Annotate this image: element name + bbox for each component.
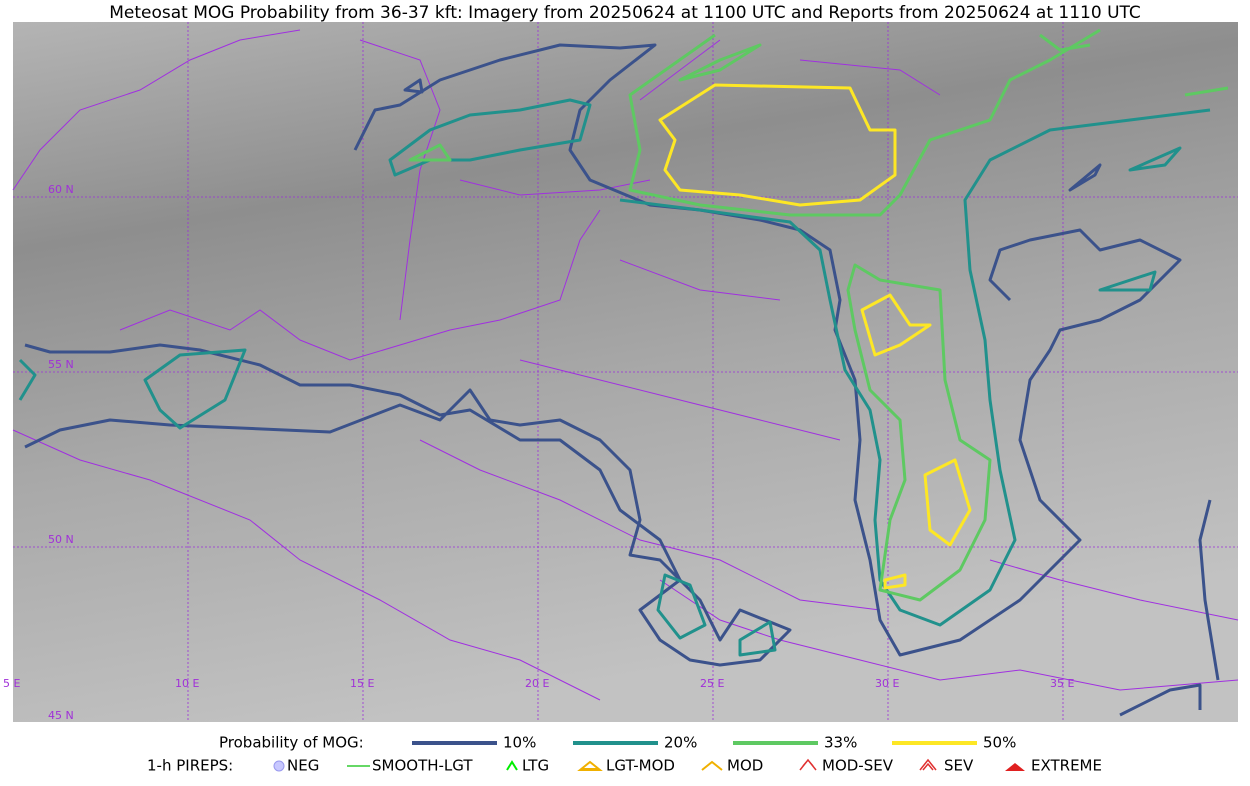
- lat-label: 45 N: [48, 709, 74, 722]
- legend-label: 33%: [824, 734, 857, 752]
- map: 60 N 55 N 50 N 45 N 5 E 10 E 15 E 20 E 25 E 30 E…: [3, 22, 1239, 722]
- lon-label: 25 E: [700, 677, 724, 690]
- icon-sev: [919, 758, 937, 771]
- lon-label: 15 E: [350, 677, 374, 690]
- lon-label: 10 E: [175, 677, 199, 690]
- lon-label: 35 E: [1050, 677, 1074, 690]
- lat-label: 50 N: [48, 533, 74, 546]
- legend-label: MOD: [727, 757, 763, 775]
- lon-labels: 5 E 10 E 15 E 20 E 25 E 30 E 35 E: [3, 677, 1074, 690]
- legend-label: 20%: [664, 734, 697, 752]
- icon-lgt-mod: [577, 760, 603, 771]
- legend-label: NEG: [287, 757, 319, 775]
- icon-ltg: [506, 760, 518, 771]
- contour-20: [18, 98, 1211, 657]
- coastlines: [12, 29, 1239, 701]
- contour-10: [24, 43, 1220, 717]
- contour-33: [408, 28, 1229, 602]
- legend-label: LTG: [522, 757, 549, 775]
- title: Meteosat MOG Probability from 36-37 kft:…: [109, 3, 1141, 23]
- legend-label: SMOOTH-LGT: [372, 757, 473, 775]
- pirep-legend-label: 1-h PIREPS:: [147, 757, 233, 775]
- legend-label: 50%: [983, 734, 1016, 752]
- legend-label: LGT-MOD: [606, 757, 675, 775]
- contour-50: [658, 83, 972, 590]
- icon-mod-sev: [799, 758, 817, 771]
- lat-label: 55 N: [48, 358, 74, 371]
- icon-mod: [701, 760, 723, 771]
- icon-extreme: [1005, 763, 1025, 771]
- legend-label: EXTREME: [1031, 757, 1102, 775]
- lon-label: 5 E: [3, 677, 20, 690]
- lon-label: 30 E: [875, 677, 899, 690]
- lat-label: 60 N: [48, 183, 74, 196]
- lat-labels: 60 N 55 N 50 N 45 N: [48, 183, 74, 722]
- legend: Probability of MOG: 10% 20% 33% 50% 1-h PIR…: [147, 734, 1102, 775]
- legend-label: SEV: [944, 757, 974, 775]
- legend-label: MOD-SEV: [822, 757, 894, 775]
- legend-label: 10%: [503, 734, 536, 752]
- lon-label: 20 E: [525, 677, 549, 690]
- icon-neg: [273, 760, 285, 772]
- mog-legend-label: Probability of MOG:: [219, 734, 364, 752]
